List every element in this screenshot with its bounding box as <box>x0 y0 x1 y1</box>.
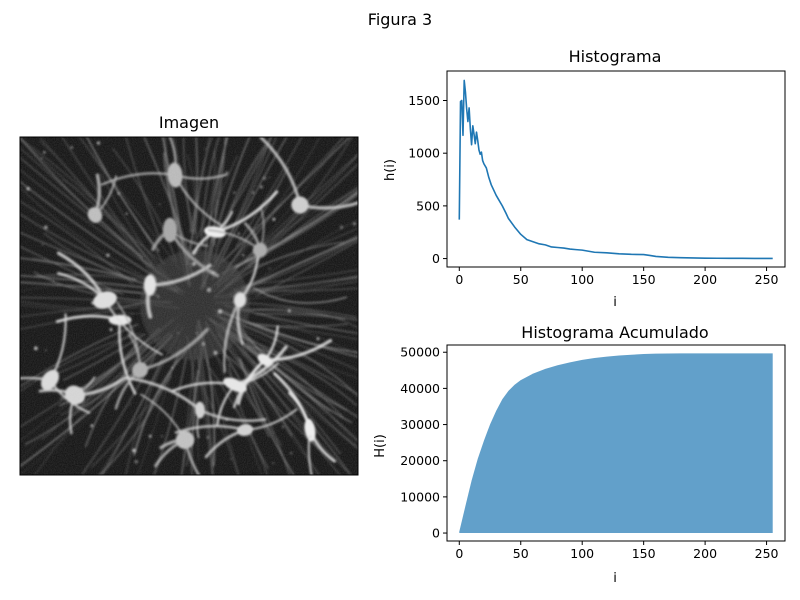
image-title: Imagen <box>159 113 219 132</box>
cumulative-ylabel: H(i) <box>373 434 388 458</box>
cumulative-histogram-axes: Histograma Acumulado 0 50 100 150 200 250 0 10… <box>373 323 786 586</box>
cumulative-xtick-label: 0 <box>455 546 463 561</box>
histogram-xtick-label: 200 <box>693 272 717 287</box>
histogram-xtick-label: 100 <box>570 272 594 287</box>
cumulative-frame <box>446 344 786 542</box>
cumulative-ytick-label: 40000 <box>400 381 440 396</box>
cumulative-xtick-label: 200 <box>693 546 717 561</box>
histogram-ytick-label: 0 <box>432 251 440 266</box>
histogram-frame <box>446 70 786 268</box>
histogram-ytick-label: 1000 <box>408 146 440 161</box>
cumulative-ytick-label: 50000 <box>400 345 440 360</box>
histogram-ytick-label: 500 <box>416 198 440 213</box>
cumulative-area <box>459 353 773 534</box>
histogram-xtick-label: 50 <box>513 272 529 287</box>
cumulative-title: Histograma Acumulado <box>521 323 708 342</box>
cumulative-ytick-label: 30000 <box>400 417 440 432</box>
image-frame <box>19 136 359 476</box>
cumulative-ytick-label: 0 <box>432 526 440 541</box>
histogram-ytick-label: 1500 <box>408 93 440 108</box>
figure-title: Figura 3 <box>368 10 432 29</box>
cumulative-xtick-label: 50 <box>513 546 529 561</box>
cumulative-ytick-label: 20000 <box>400 453 440 468</box>
histogram-xlabel: i <box>613 295 617 310</box>
histogram-xtick-label: 250 <box>755 272 779 287</box>
histogram-line <box>458 79 773 260</box>
cumulative-xtick-label: 100 <box>570 546 594 561</box>
cumulative-xtick-label: 150 <box>632 546 656 561</box>
histogram-xtick-label: 150 <box>632 272 656 287</box>
cumulative-ytick-label: 10000 <box>400 489 440 504</box>
neuron-image <box>20 137 358 475</box>
cumulative-xlabel: i <box>613 571 617 586</box>
histogram-title: Histograma <box>569 47 662 66</box>
histogram-ylabel: h(i) <box>383 159 398 181</box>
cumulative-xtick-label: 250 <box>755 546 779 561</box>
histogram-xtick-label: 0 <box>455 272 463 287</box>
histogram-axes: Histograma 0 50 100 150 200 250 050010001500 … <box>383 47 786 310</box>
